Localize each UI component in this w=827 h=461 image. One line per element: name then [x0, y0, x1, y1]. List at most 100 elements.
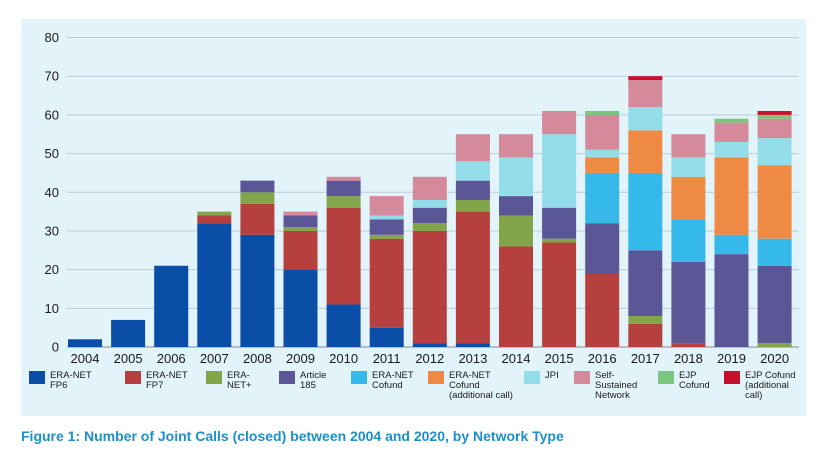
bar-segment — [671, 157, 706, 177]
legend-swatch — [351, 371, 367, 384]
legend-swatch — [206, 371, 222, 384]
y-tick-label: 40 — [45, 185, 59, 200]
bar-segment — [757, 111, 792, 115]
legend-label: EJP Cofund (additional call) — [745, 370, 796, 401]
bar-segment — [628, 250, 663, 317]
bar-segment — [714, 254, 749, 347]
bar-segment — [412, 207, 447, 224]
bar-segment — [412, 223, 447, 231]
bar-segment — [585, 273, 620, 347]
bar-segment — [628, 107, 663, 131]
bar-segment — [585, 111, 620, 115]
legend-swatch — [279, 371, 295, 384]
bar-segment — [369, 196, 404, 216]
bar-segment — [240, 234, 275, 347]
bar-segment — [412, 199, 447, 208]
y-tick-label: 20 — [45, 262, 59, 277]
bar-segment — [628, 130, 663, 173]
bar-segment — [628, 172, 663, 251]
bar-segment — [240, 203, 275, 235]
legend-label: JPI — [545, 370, 559, 381]
bar-segment — [455, 211, 490, 344]
bar-segment — [111, 319, 146, 347]
x-tick-label: 2010 — [329, 351, 358, 366]
bar-segment — [154, 265, 189, 347]
bar-segment — [542, 242, 577, 347]
x-tick-label: 2005 — [114, 351, 143, 366]
bar-segment — [628, 76, 663, 81]
bar-segment — [455, 199, 490, 212]
legend-label: Self- Sustained Network — [595, 370, 638, 401]
x-axis-ticks: 2004 2005 2006 2007 2008 2009 2010 2011 2012 2013… — [71, 351, 790, 366]
y-tick-label: 50 — [45, 146, 59, 161]
bar-segment — [671, 343, 706, 347]
y-tick-label: 70 — [45, 69, 59, 84]
legend-label: Article 185 — [300, 370, 327, 391]
x-tick-label: 2018 — [674, 351, 703, 366]
bar-segment — [326, 176, 361, 181]
legend-item: ERA-NET Cofund (additional call) — [428, 371, 513, 401]
bar-segment — [197, 215, 232, 224]
bar-segment — [455, 180, 490, 200]
bar-segment — [714, 234, 749, 255]
legend-label: ERA-NET Cofund (additional call) — [449, 370, 513, 401]
y-tick-label: 0 — [52, 340, 59, 355]
bar-segment — [585, 114, 620, 150]
bar-segment — [369, 327, 404, 347]
bar-segment — [585, 157, 620, 173]
bar-segment — [585, 172, 620, 224]
bars — [68, 76, 792, 347]
bar-segment — [757, 138, 792, 166]
bar-segment — [499, 215, 533, 247]
legend-item: EJP Cofund — [658, 371, 710, 391]
legend-item: ERA-NET FP6 — [29, 371, 92, 391]
legend-swatch — [428, 371, 444, 384]
x-tick-label: 2014 — [502, 351, 531, 366]
x-tick-label: 2016 — [588, 351, 617, 366]
bar-segment — [412, 230, 447, 344]
bar-segment — [585, 149, 620, 158]
bar-segment — [671, 261, 706, 344]
legend-label: ERA- NET+ — [227, 370, 252, 391]
bar-segment — [326, 304, 361, 347]
legend-label: ERA-NET Cofund — [372, 370, 414, 391]
bar-segment — [542, 111, 577, 135]
legend-item: EJP Cofund (additional call) — [724, 371, 796, 401]
x-tick-label: 2020 — [760, 351, 789, 366]
legend-swatch — [29, 371, 45, 384]
y-tick-label: 80 — [45, 30, 59, 45]
y-axis-ticks: 0 10 20 30 40 50 60 70 80 — [45, 30, 59, 355]
bar-segment — [714, 118, 749, 123]
bar-segment — [412, 343, 447, 347]
bar-segment — [671, 219, 706, 262]
x-tick-label: 2012 — [415, 351, 444, 366]
bar-segment — [283, 227, 318, 231]
legend-swatch — [574, 371, 590, 384]
bar-segment — [757, 265, 792, 344]
legend-label: EJP Cofund — [679, 370, 710, 391]
bar-segment — [369, 219, 404, 235]
bar-segment — [283, 230, 318, 270]
bar-segment — [283, 211, 318, 216]
bar-segment — [369, 215, 404, 220]
x-tick-label: 2004 — [71, 351, 100, 366]
bar-segment — [455, 134, 490, 162]
figure-caption: Figure 1: Number of Joint Calls (closed)… — [21, 428, 564, 444]
bar-segment — [412, 176, 447, 200]
y-tick-label: 10 — [45, 301, 59, 316]
legend-label: ERA-NET FP7 — [146, 370, 188, 391]
bar-segment — [757, 118, 792, 139]
legend-swatch — [524, 371, 540, 384]
bar-segment — [542, 238, 577, 243]
bar-segment — [585, 223, 620, 274]
bar-segment — [283, 269, 318, 347]
bar-segment — [628, 80, 663, 108]
x-tick-label: 2015 — [545, 351, 574, 366]
y-tick-label: 30 — [45, 223, 59, 238]
bar-segment — [542, 134, 577, 208]
bar-segment — [757, 165, 792, 239]
bar-segment — [455, 161, 490, 181]
bar-segment — [757, 343, 792, 347]
bar-segment — [714, 122, 749, 142]
